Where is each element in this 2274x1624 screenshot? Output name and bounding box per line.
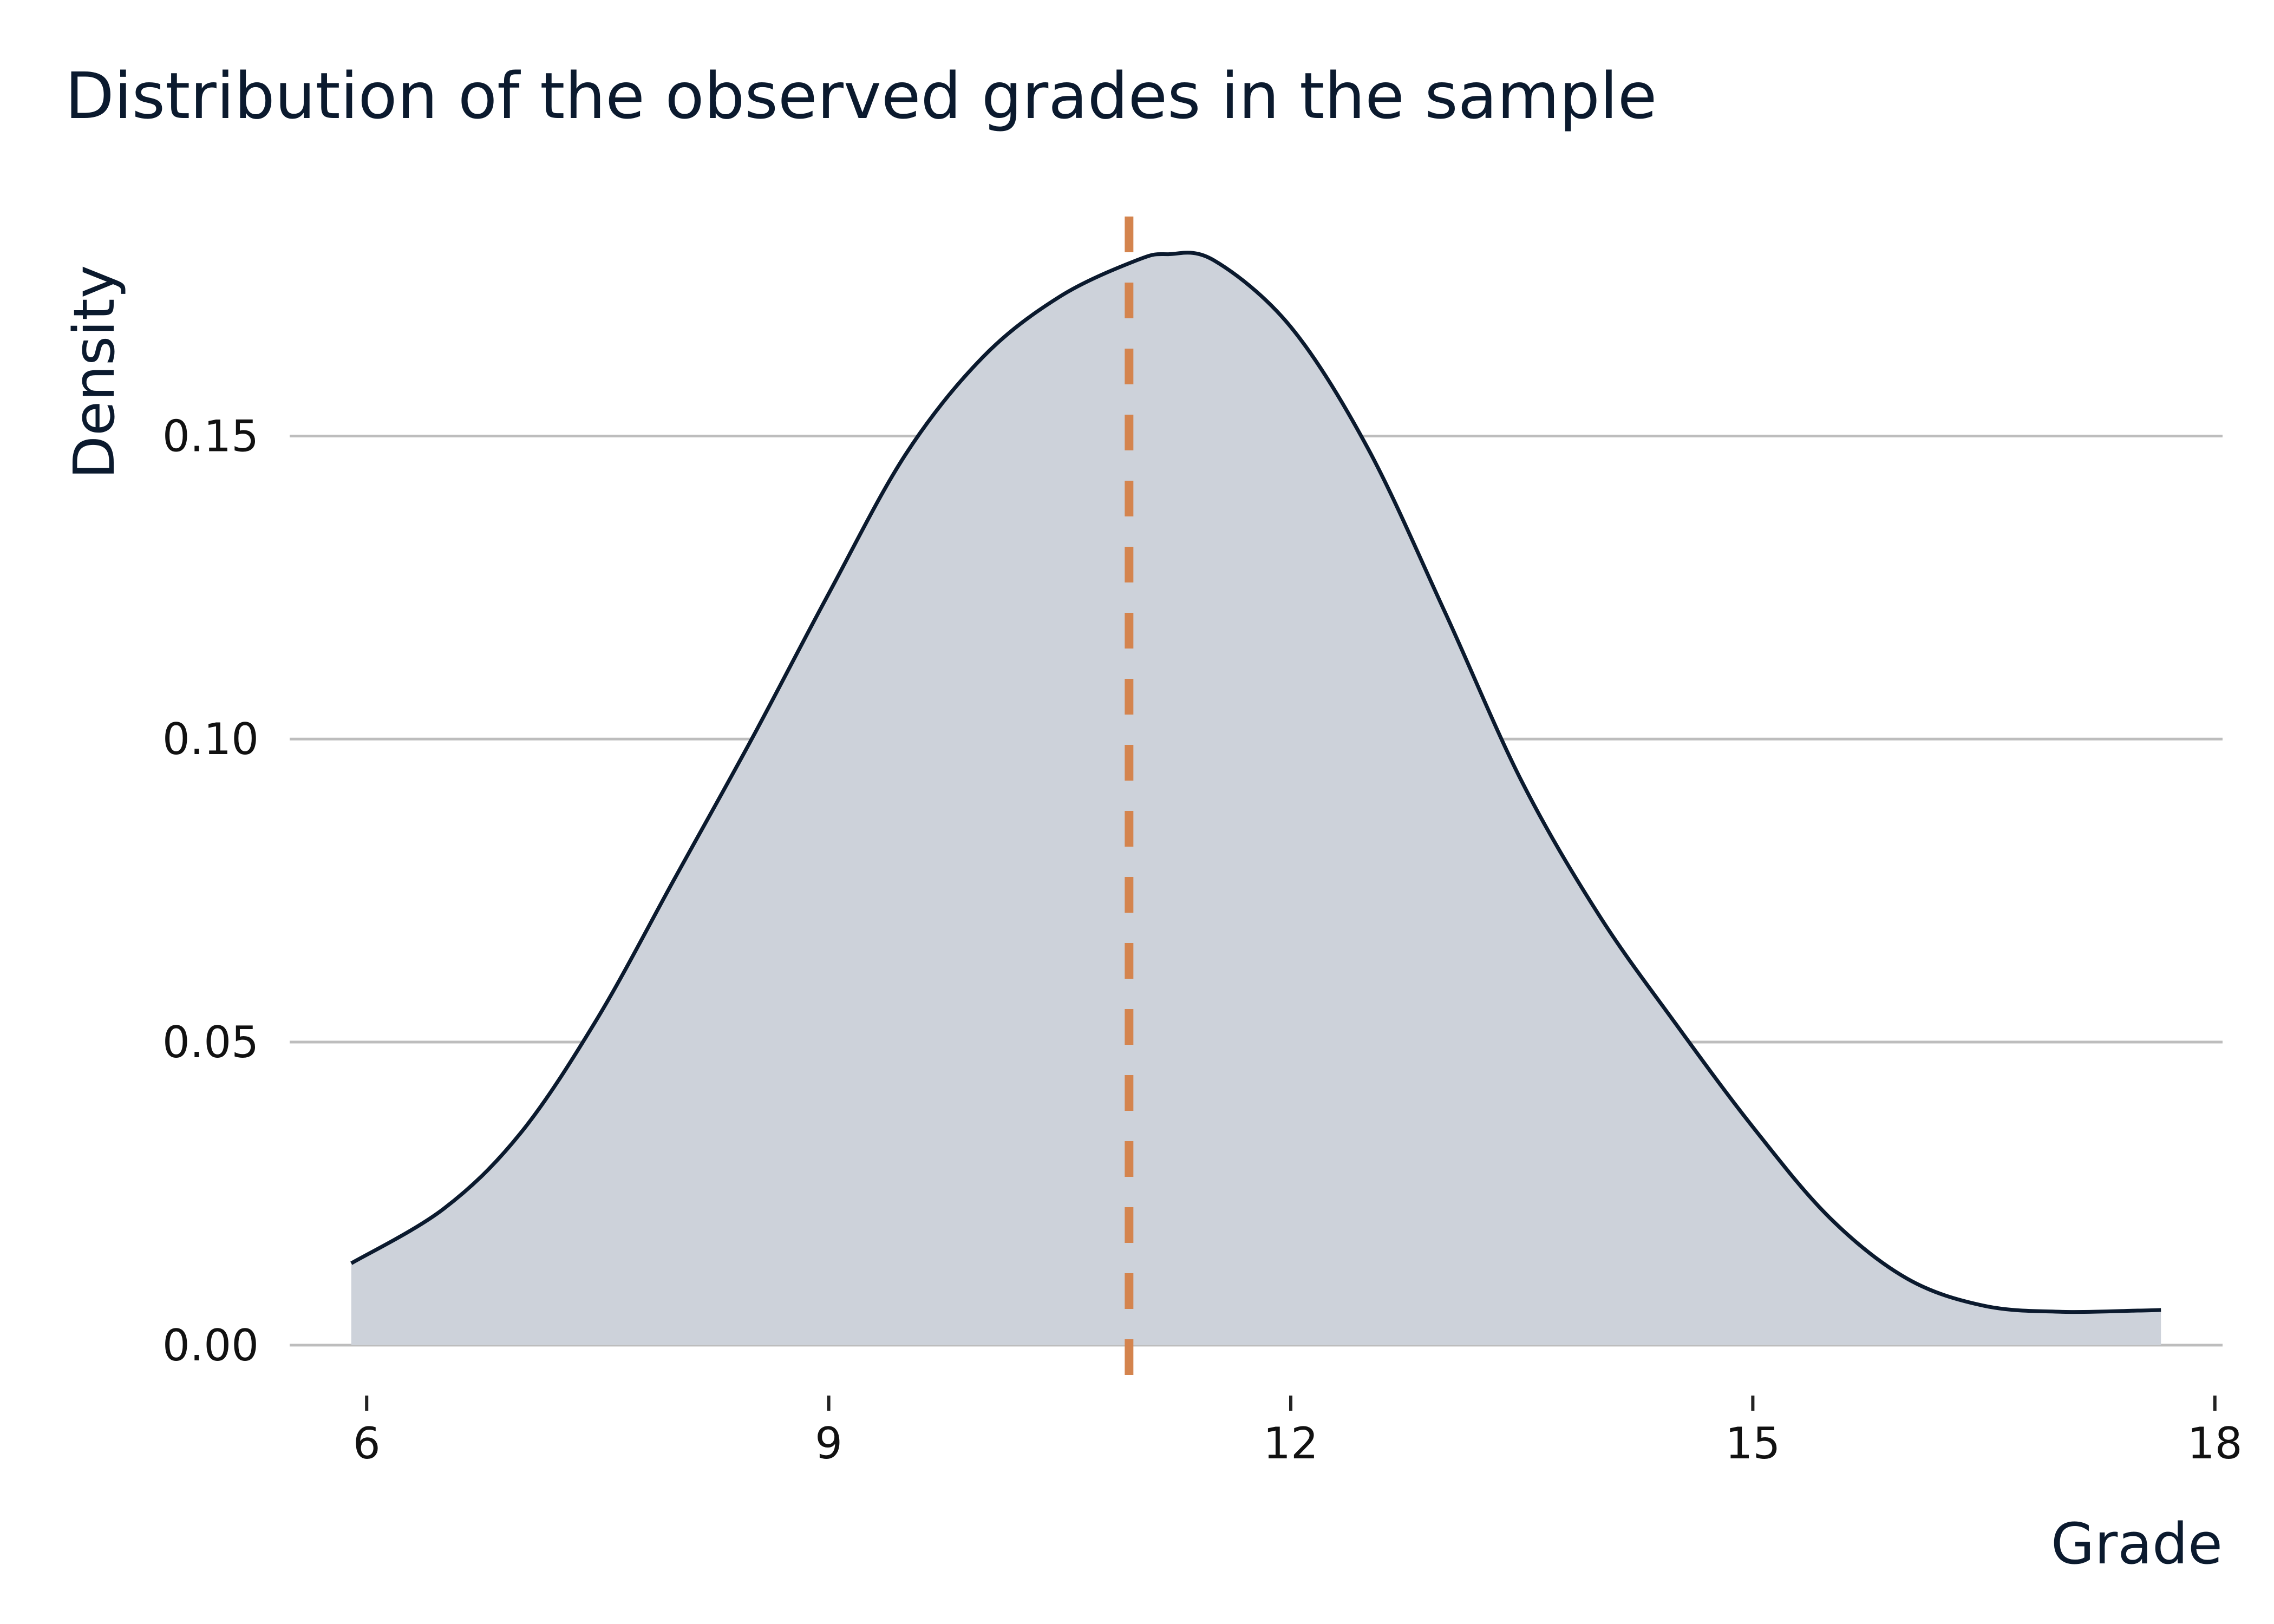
x-tick-label: 12 <box>1263 1418 1318 1469</box>
y-tick-label: 0.15 <box>162 411 259 461</box>
density-area <box>351 252 2161 1345</box>
x-axis-label: Grade <box>2051 1511 2223 1577</box>
x-tick-label: 18 <box>2187 1418 2243 1469</box>
x-axis: 6 9 12 15 18 <box>353 1396 2243 1469</box>
x-tick-label: 6 <box>353 1418 381 1469</box>
chart-title: Distribution of the observed grades in t… <box>65 58 1657 133</box>
y-tick-label: 0.00 <box>162 1320 259 1371</box>
density-area-layer <box>350 251 2161 1345</box>
x-tick-label: 15 <box>1725 1418 1780 1469</box>
y-tick-label: 0.05 <box>162 1017 259 1068</box>
x-tick-label: 9 <box>815 1418 842 1469</box>
y-tick-label: 0.10 <box>162 714 259 764</box>
y-axis-label: Density <box>61 265 127 479</box>
y-axis: 0.00 0.05 0.10 0.15 <box>162 411 259 1370</box>
density-curve <box>350 251 2161 1314</box>
